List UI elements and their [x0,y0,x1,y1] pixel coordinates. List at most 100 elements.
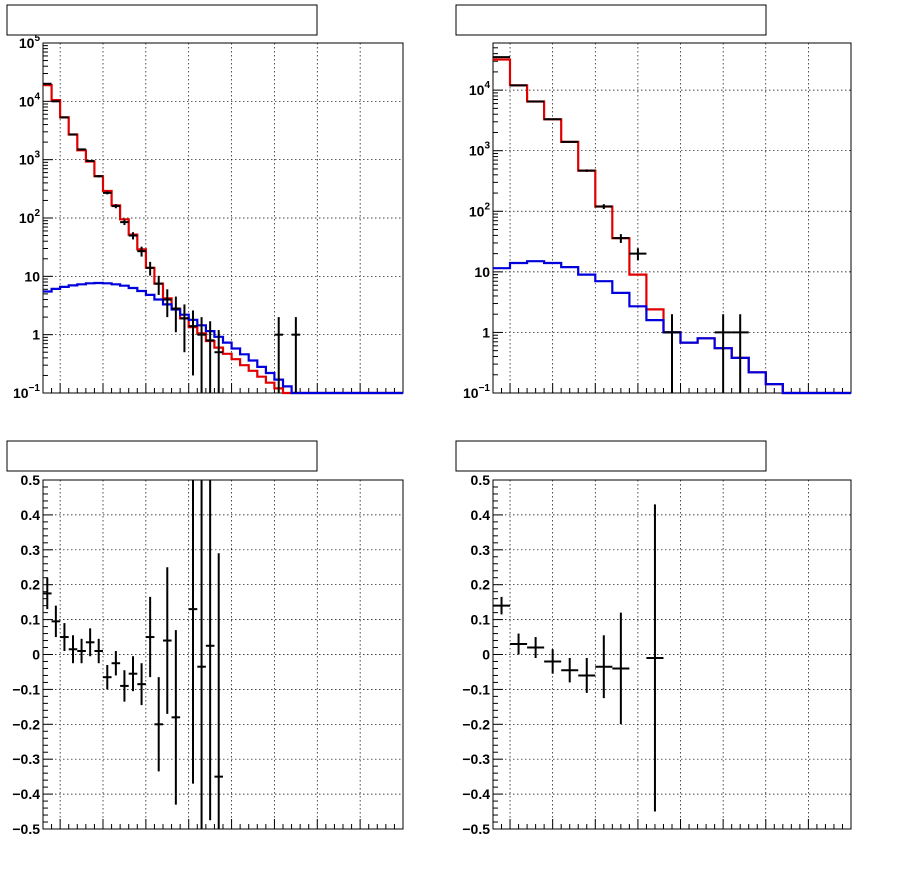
data-points [43,480,223,829]
y-tick-label: 10 [24,268,40,284]
y-tick-label: 0.4 [21,507,41,523]
data-points [493,56,749,393]
data-point [137,663,146,706]
title-box [455,440,767,472]
data-point [663,314,681,393]
data-point [163,289,172,318]
y-tick-label: 0.5 [471,472,491,488]
data-point [94,638,103,664]
y-tick-label: 104 [19,91,41,109]
y-tick-label: 1 [482,324,490,340]
data-point [43,577,52,610]
data-point [612,612,630,725]
data-point [214,330,223,393]
chart-pad-4: −0.5 −0.4 −0.3 −0.2 −0.1 0 0.1 0.2 0.3 0.4 0.5 [455,440,852,837]
data-point [128,656,138,692]
data-point [111,651,121,676]
y-tick-label: −0.3 [12,751,40,767]
data-point [205,321,215,393]
y-tick-label: 1 [32,327,40,343]
data-point [77,148,86,151]
y-tick-label: 104 [469,80,491,98]
data-point [714,314,732,393]
title-box [6,440,318,472]
grid [43,43,403,393]
data-point [214,553,223,829]
data-point [60,623,69,652]
data-point [544,649,562,674]
data-point [527,100,545,103]
data-point [77,638,86,664]
data-points [43,82,301,393]
data-point [154,677,163,772]
y-tick-label: 10 [474,264,490,280]
data-point [595,635,613,699]
data-point [145,261,155,276]
title-box [6,4,318,36]
y-tick-label: 0.1 [21,612,41,628]
data-point [578,657,596,693]
data-point [544,118,562,121]
data-point [85,159,95,162]
y-tick-label: 105 [19,33,41,51]
y-tick-label: 0 [32,647,40,663]
y-tick-label: 0.1 [471,612,491,628]
y-tick-label: 103 [469,141,491,159]
data-point [171,296,181,333]
data-point [731,314,749,393]
y-tick-label: 103 [19,150,41,168]
y-tick-label: 0.3 [21,542,41,558]
data-points [493,504,664,812]
y-tick-label: 0.3 [471,542,491,558]
y-tick-label: −0.4 [462,786,490,802]
y-tick-label: 102 [19,208,41,226]
data-point [291,317,301,393]
data-point [561,657,579,683]
y-tick-label: −0.2 [462,716,490,732]
data-point [197,317,206,393]
grid [43,480,403,829]
y-tick-label: −0.1 [12,681,40,697]
data-point [51,605,61,638]
y-tick-label: 102 [469,201,491,219]
data-point [646,504,664,812]
data-point [137,246,146,257]
data-point [154,275,163,295]
chart-pad-2: 10−1 1 10 102 103 104 [455,4,852,401]
y-tick-label: 0.2 [21,577,41,593]
data-point [561,140,579,143]
y-tick-label: −0.4 [12,786,40,802]
data-point [188,480,198,784]
data-point [103,664,112,690]
data-point [527,637,545,658]
data-point [493,596,511,615]
histogram-series-2 [493,260,851,395]
data-point [629,248,647,261]
data-point [111,204,121,209]
data-point [85,628,95,657]
y-tick-label: 0 [482,647,490,663]
y-tick-label: 0.5 [21,472,41,488]
data-point [145,596,155,678]
y-tick-label: 10−1 [463,383,490,401]
y-tick-label: 10−1 [13,383,40,401]
data-point [51,100,61,103]
y-tick-label: 0.4 [471,507,491,523]
data-point [60,116,69,119]
data-point [94,175,103,178]
data-point [595,204,613,210]
data-point [120,219,129,226]
data-point [578,169,596,172]
y-tick-label: −0.1 [462,681,490,697]
title-box [455,4,767,36]
y-tick-label: 0.2 [471,577,491,593]
data-point [612,234,630,243]
data-point [188,310,198,376]
data-point [128,232,138,240]
y-tick-label: −0.3 [462,751,490,767]
chart-pad-1: 10−1 1 10 102 103 104 105 [6,4,404,401]
data-point [68,133,78,136]
data-point [180,304,189,353]
